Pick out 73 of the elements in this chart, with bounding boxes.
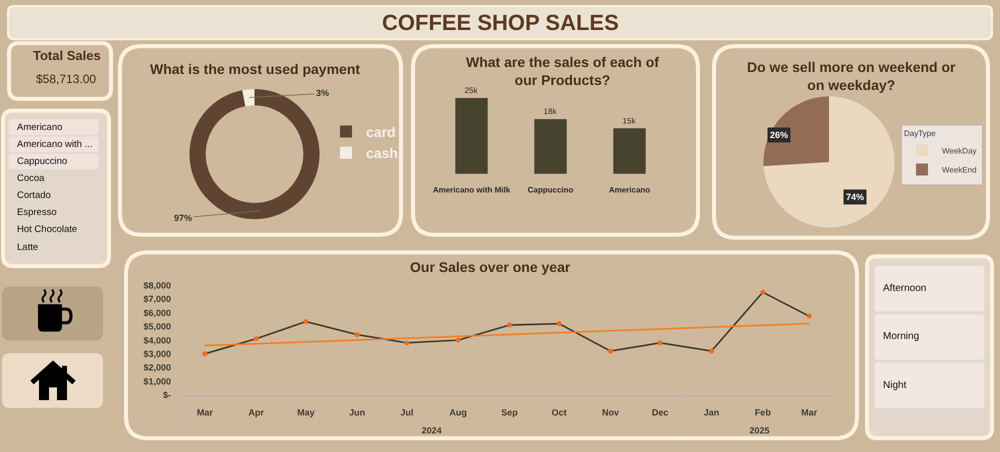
- data-label: 3%: [316, 88, 330, 98]
- x-tick-label: Mar: [801, 407, 818, 418]
- text: COFFEE SHOP SALES: [382, 10, 619, 35]
- x-tick-label: Cappuccino: [528, 185, 574, 194]
- x-tick-label: Mar: [196, 407, 214, 418]
- x-tick-label: Americano: [608, 185, 650, 194]
- text: Night: [883, 380, 907, 391]
- point: [556, 321, 562, 326]
- y-tick-label: $8,000: [143, 280, 171, 291]
- y-tick-label: $3,000: [143, 348, 171, 359]
- text: Afternoon: [883, 283, 926, 294]
- x-tick-label: May: [297, 407, 315, 418]
- point: [354, 332, 360, 338]
- legend-label: card: [366, 124, 396, 140]
- text: Cappuccino: [17, 156, 68, 167]
- data-label: 74%: [846, 192, 864, 202]
- pie-slice: [764, 96, 829, 166]
- y-tick-label: $-: [162, 390, 171, 400]
- x-tick-label: Nov: [602, 407, 619, 418]
- text: Cocoa: [17, 173, 46, 184]
- point: [303, 319, 308, 324]
- x-tick-label: Sep: [501, 407, 518, 418]
- text: Americano: [17, 122, 62, 133]
- x-tick-label: Dec: [652, 407, 668, 418]
- point: [806, 314, 812, 319]
- text: Cortado: [17, 190, 51, 201]
- legend-title: DayType: [904, 129, 936, 138]
- x-tick-label: Aug: [449, 407, 467, 418]
- data-label: 26%: [770, 130, 788, 140]
- y-tick-label: $7,000: [143, 294, 171, 304]
- legend-label: WeekEnd: [942, 166, 977, 175]
- text: Latte: [17, 242, 38, 253]
- y-tick-label: $1,000: [143, 376, 171, 386]
- data-label: 97%: [174, 213, 192, 223]
- legend-label: cash: [366, 145, 398, 162]
- text: Americano with ...: [17, 139, 92, 150]
- y-tick-label: $5,000: [143, 322, 171, 332]
- chart-title: What is the most used payment: [150, 61, 360, 77]
- x-tick-label: Jun: [349, 407, 366, 418]
- chart-title: What are the sales of each of our Products?: [466, 54, 660, 88]
- pie-slice: [764, 96, 895, 228]
- x-tick-label: Oct: [552, 407, 567, 418]
- legend-label: WeekDay: [942, 146, 977, 156]
- point: [202, 351, 208, 356]
- y-tick-label: $2,000: [143, 362, 171, 373]
- text: Espresso: [17, 207, 57, 218]
- text: Total Sales: [33, 48, 101, 63]
- x2-tick-label: 2024: [422, 425, 442, 436]
- point: [456, 338, 461, 343]
- x-tick-label: Jul: [400, 407, 414, 418]
- x-tick-label: Jan: [704, 407, 720, 418]
- y-tick-label: $4,000: [143, 335, 171, 346]
- text: Morning: [883, 331, 920, 342]
- point: [506, 322, 512, 328]
- chart-title: Our Sales over one year: [410, 259, 571, 275]
- point: [658, 340, 663, 346]
- point: [608, 348, 613, 354]
- chart-title: Do we sell more on weekend or on weekday?: [747, 59, 956, 94]
- data-label: 18k: [544, 107, 558, 116]
- x2-tick-label: 2025: [749, 425, 770, 436]
- point: [708, 348, 714, 354]
- x-tick-label: Americano with Milk: [432, 185, 511, 194]
- data-label: 25k: [464, 86, 478, 95]
- donut-slice: [242, 89, 254, 106]
- text: $58,713.00: [36, 72, 96, 86]
- point: [254, 336, 259, 342]
- y-tick-label: $6,000: [143, 308, 171, 318]
- x-tick-label: Feb: [754, 407, 772, 418]
- x-tick-label: Apr: [248, 407, 264, 418]
- text: Hot Chocolate: [17, 224, 78, 235]
- point: [404, 340, 410, 346]
- point: [760, 290, 766, 295]
- data-label: 15k: [622, 116, 636, 126]
